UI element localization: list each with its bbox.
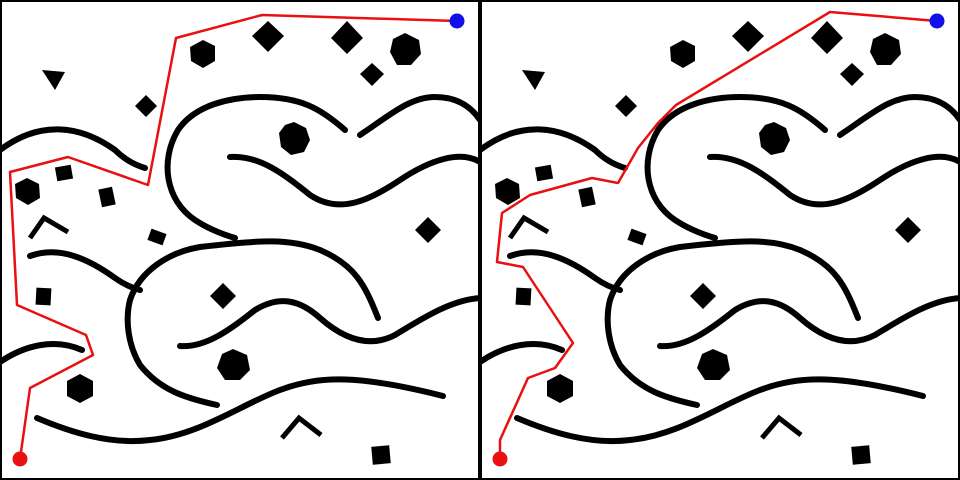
hexagon-obstacle bbox=[15, 178, 40, 205]
diamond-obstacle bbox=[895, 217, 921, 243]
wall-curve bbox=[837, 94, 960, 138]
chevron-obstacle bbox=[280, 414, 323, 440]
square-obstacle bbox=[851, 445, 871, 465]
panel-frame bbox=[480, 0, 960, 480]
hexagon-obstacle bbox=[67, 374, 93, 403]
right-maze-panel bbox=[480, 0, 960, 480]
panel-frame bbox=[0, 0, 480, 480]
wall-curve bbox=[177, 295, 480, 350]
wall-curve bbox=[27, 249, 143, 293]
left-maze-svg bbox=[0, 0, 480, 480]
chevron-obstacle bbox=[27, 214, 70, 240]
wall-curve bbox=[124, 238, 381, 408]
diamond-obstacle bbox=[331, 21, 363, 54]
heptagon-obstacle bbox=[759, 122, 790, 155]
blue-dot-icon bbox=[449, 13, 465, 29]
hexagon-obstacle bbox=[190, 40, 215, 68]
heptagon-obstacle bbox=[217, 349, 250, 380]
square-obstacle bbox=[534, 164, 554, 182]
planned-route bbox=[495, 10, 939, 461]
square-obstacle bbox=[371, 445, 391, 465]
wall-curve bbox=[514, 376, 926, 445]
triangle-obstacle bbox=[522, 70, 545, 90]
wall-curve bbox=[0, 126, 148, 171]
triangle-obstacle bbox=[42, 70, 65, 90]
diamond-obstacle bbox=[732, 21, 764, 52]
diamond-obstacle bbox=[210, 283, 236, 309]
blue-dot-icon bbox=[929, 13, 945, 29]
square-obstacle bbox=[147, 228, 167, 246]
wall-curve bbox=[657, 295, 960, 350]
hexagon-obstacle bbox=[547, 374, 573, 403]
right-maze-svg bbox=[480, 0, 960, 480]
wall-curve bbox=[644, 94, 828, 241]
wall-curve bbox=[604, 238, 861, 408]
wall-curve bbox=[164, 94, 348, 241]
wall-curve bbox=[480, 341, 565, 365]
left-maze-panel bbox=[0, 0, 480, 480]
square-obstacle bbox=[578, 186, 596, 208]
diamond-obstacle bbox=[135, 95, 157, 117]
wall-curve bbox=[357, 94, 480, 138]
hexagon-obstacle bbox=[390, 33, 421, 65]
diamond-obstacle bbox=[415, 217, 441, 243]
wall-curve bbox=[707, 153, 960, 208]
red-dot-icon bbox=[12, 451, 28, 467]
square-obstacle bbox=[515, 287, 532, 306]
diamond-obstacle bbox=[811, 21, 843, 54]
diamond-obstacle bbox=[252, 21, 284, 52]
wall-curve bbox=[0, 341, 85, 365]
hexagon-obstacle bbox=[670, 40, 695, 68]
square-obstacle bbox=[54, 164, 74, 182]
heptagon-obstacle bbox=[697, 349, 730, 380]
planned-route bbox=[8, 13, 459, 461]
square-obstacle bbox=[35, 287, 52, 306]
chevron-obstacle bbox=[507, 214, 550, 240]
hexagon-obstacle bbox=[495, 178, 520, 205]
heptagon-obstacle bbox=[279, 122, 310, 155]
diamond-obstacle bbox=[360, 63, 384, 86]
hexagon-obstacle bbox=[870, 33, 901, 65]
square-obstacle bbox=[98, 186, 116, 208]
wall-curve bbox=[480, 126, 628, 171]
square-obstacle bbox=[627, 228, 647, 246]
red-dot-icon bbox=[492, 451, 508, 467]
chevron-obstacle bbox=[760, 414, 803, 440]
wall-curve bbox=[34, 376, 446, 445]
wall-curve bbox=[227, 153, 480, 208]
diamond-obstacle bbox=[690, 283, 716, 309]
diamond-obstacle bbox=[840, 63, 864, 86]
diamond-obstacle bbox=[615, 95, 637, 117]
